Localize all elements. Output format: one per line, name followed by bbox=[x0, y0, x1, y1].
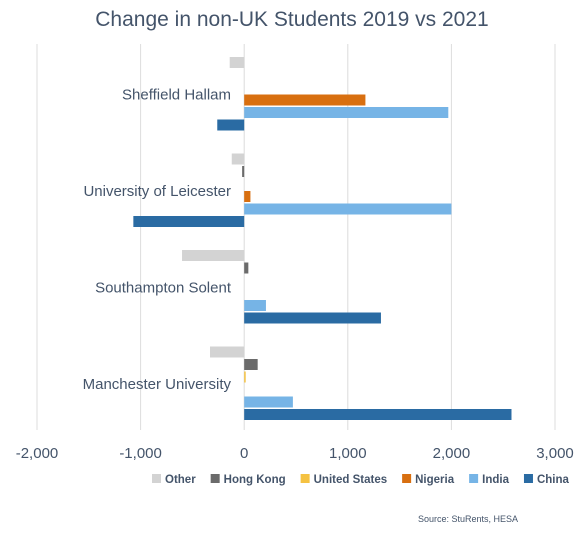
bar-china-southampton-solent bbox=[244, 312, 381, 324]
bar-china-manchester-university bbox=[244, 409, 512, 420]
legend-label-united-states: United States bbox=[314, 474, 388, 486]
category-labels: Sheffield Hallam University of Leicester S… bbox=[83, 87, 232, 394]
bar-other-university-of-leicester bbox=[231, 153, 245, 165]
bar-other-sheffield-hallam bbox=[229, 57, 245, 68]
legend: Other Hong Kong United States Nigeria India C… bbox=[152, 474, 570, 486]
x-tick-label-4: 2,000 bbox=[433, 445, 471, 462]
bars bbox=[133, 57, 512, 420]
legend-label-other: Other bbox=[165, 474, 196, 486]
bar-hong-kong-manchester-university bbox=[244, 359, 258, 370]
bar-nigeria-university-of-leicester bbox=[244, 191, 251, 202]
x-tick-label-1: -1,000 bbox=[119, 445, 162, 462]
legend-label-india: India bbox=[482, 474, 509, 486]
bar-nigeria-sheffield-hallam bbox=[244, 94, 366, 106]
legend-label-hong-kong: Hong Kong bbox=[224, 474, 286, 486]
legend-swatch-other bbox=[152, 474, 161, 483]
bar-india-sheffield-hallam bbox=[244, 107, 449, 118]
x-tick-label-3: 1,000 bbox=[329, 445, 367, 462]
bar-other-manchester-university bbox=[210, 346, 245, 358]
legend-label-nigeria: Nigeria bbox=[415, 474, 455, 486]
legend-label-china: China bbox=[537, 474, 570, 486]
x-tick-label-2: 0 bbox=[240, 445, 248, 462]
bar-china-university-of-leicester bbox=[133, 216, 245, 227]
bar-india-manchester-university bbox=[244, 396, 293, 408]
legend-swatch-china bbox=[523, 474, 533, 483]
chart-title: Change in non-UK Students 2019 vs 2021 bbox=[95, 8, 488, 31]
source-note: Source: StuRents, HESA bbox=[418, 514, 518, 524]
category-label-southampton-solent: Southampton Solent bbox=[95, 280, 232, 297]
legend-swatch-india bbox=[469, 474, 479, 483]
category-label-university-of-leicester: University of Leicester bbox=[83, 183, 231, 200]
x-tick-label-0: -2,000 bbox=[16, 445, 59, 462]
bar-hong-kong-southampton-solent bbox=[244, 262, 249, 274]
x-tick-label-5: 3,000 bbox=[536, 445, 574, 462]
bar-india-university-of-leicester bbox=[244, 203, 452, 215]
bar-india-southampton-solent bbox=[244, 300, 266, 311]
bar-hong-kong-university-of-leicester bbox=[242, 166, 245, 177]
category-label-manchester-university: Manchester University bbox=[83, 376, 232, 393]
x-axis-tick-labels: -2,000 -1,000 0 1,000 2,000 3,000 bbox=[16, 445, 574, 462]
legend-swatch-nigeria bbox=[402, 474, 412, 483]
category-label-sheffield-hallam: Sheffield Hallam bbox=[122, 87, 231, 104]
bar-other-southampton-solent bbox=[182, 250, 245, 261]
bar-china-sheffield-hallam bbox=[217, 119, 245, 131]
legend-swatch-united-states bbox=[300, 474, 310, 483]
legend-swatch-hong-kong bbox=[210, 474, 220, 483]
bar-united-states-manchester-university bbox=[244, 371, 246, 383]
